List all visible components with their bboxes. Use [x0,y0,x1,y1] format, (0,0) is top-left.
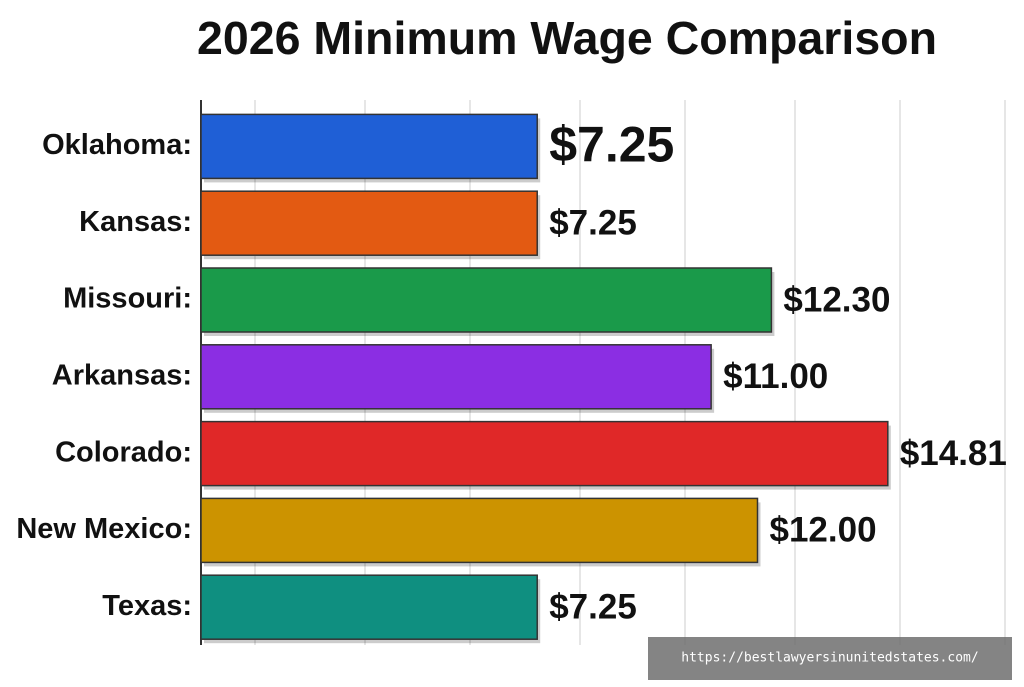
bar [200,344,712,410]
bar [200,113,538,180]
bar [200,574,538,640]
category-label: New Mexico: [16,513,192,545]
category-label: Colorado: [55,436,192,468]
category-label: Arkansas: [52,359,192,391]
value-label: $7.25 [549,587,637,626]
bar [200,420,889,487]
value-label: $12.00 [770,511,877,550]
bar [200,190,538,256]
category-label: Missouri: [63,283,192,315]
watermark: https://bestlawyersinunitedstates.com/ [681,651,978,666]
value-label: $7.25 [549,117,674,173]
chart-title: 2026 Minimum Wage Comparison [197,12,937,64]
value-label: $12.30 [783,280,890,319]
category-label: Texas: [102,590,192,622]
bar [200,497,759,564]
category-label: Oklahoma: [42,129,192,161]
watermark-box [648,637,1012,680]
value-label: $11.00 [723,357,828,396]
value-label: $7.25 [549,203,637,242]
value-label: $14.81 [900,434,1007,473]
bar [200,267,773,333]
category-label: Kansas: [79,206,192,238]
